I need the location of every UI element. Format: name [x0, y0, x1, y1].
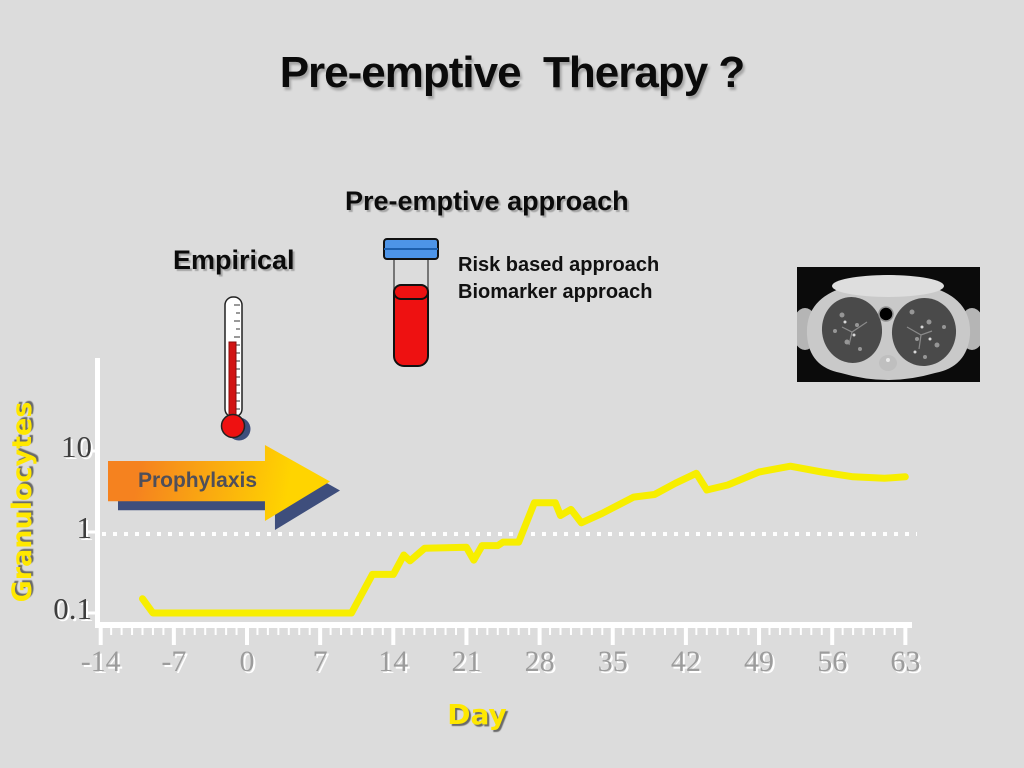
y-tick-label: 1: [76, 510, 93, 545]
x-tick-label: -7: [161, 645, 187, 678]
x-tick-label: 0: [239, 645, 255, 678]
blood-sample-tube-icon: [380, 236, 442, 377]
x-tick-label: 21: [451, 645, 482, 678]
x-tick-label: 14: [378, 645, 409, 678]
x-tick-label: 7: [312, 645, 328, 678]
x-tick-label: 56: [817, 645, 848, 678]
prophylaxis-arrow: Prophylaxis: [108, 445, 340, 530]
x-tick-label: 42: [670, 645, 701, 678]
x-tick-label: 35: [597, 645, 628, 678]
x-tick-label: 28: [524, 645, 555, 678]
x-tick-label: 49: [744, 645, 775, 678]
prophylaxis-label: Prophylaxis: [137, 469, 258, 492]
y-axis-line: [95, 358, 100, 628]
thermometer-icon: [213, 293, 257, 450]
empirical-heading: Empirical: [173, 245, 295, 275]
risk-biomarker-text: Risk based approach Biomarker approach: [458, 252, 659, 306]
x-tick-label: -14: [80, 645, 121, 678]
slide-title: Pre-emptive Therapy ?: [279, 48, 746, 97]
y-axis-tick-labels: 10 1 0.1: [0, 0, 92, 768]
x-axis-line: [95, 622, 912, 628]
x-axis-title: Day: [447, 698, 507, 731]
x-tick-label: 63: [890, 645, 921, 678]
chest-ct-scan-image: [792, 267, 985, 387]
x-axis-tick-labels: -14 -7 0 7 14 21 28 35 42 49 56 63: [0, 645, 1024, 685]
biomarker-approach-line: Biomarker approach: [458, 281, 653, 303]
risk-based-approach-line: Risk based approach: [458, 254, 660, 276]
preemptive-approach-heading: Pre-emptive approach: [345, 186, 629, 216]
y-tick-label: 0.1: [53, 591, 92, 626]
y-tick-label: 10: [61, 429, 92, 464]
